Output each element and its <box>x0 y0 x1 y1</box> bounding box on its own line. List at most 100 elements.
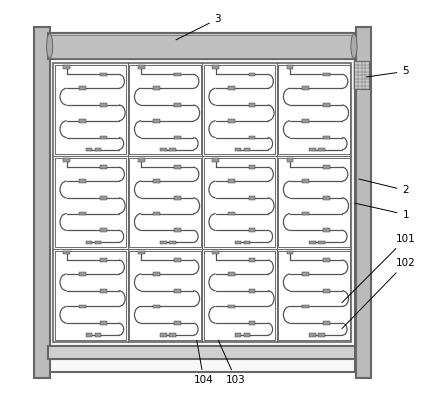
Bar <box>244 241 250 244</box>
Text: 1: 1 <box>355 203 409 220</box>
Bar <box>100 196 107 200</box>
Bar <box>79 179 86 183</box>
Bar <box>302 212 309 215</box>
Bar <box>287 158 293 162</box>
Bar <box>100 136 107 139</box>
Bar <box>318 148 325 151</box>
Bar <box>154 179 160 183</box>
Bar <box>287 65 293 69</box>
Bar <box>244 333 250 337</box>
Bar <box>309 148 316 151</box>
Bar <box>79 305 86 308</box>
Bar <box>249 228 255 232</box>
Bar <box>228 272 234 276</box>
Bar <box>244 148 250 151</box>
Bar <box>95 333 101 337</box>
Bar <box>174 321 181 325</box>
Bar <box>249 258 255 262</box>
Bar <box>63 158 70 162</box>
Bar <box>34 27 50 378</box>
Bar <box>356 27 371 378</box>
Bar <box>249 72 255 76</box>
Bar <box>228 305 234 308</box>
Bar <box>53 63 351 342</box>
Text: 5: 5 <box>366 66 409 77</box>
Bar <box>249 165 255 169</box>
Bar <box>234 241 242 244</box>
Bar <box>287 251 293 254</box>
Text: 2: 2 <box>359 179 409 195</box>
Bar <box>212 158 219 162</box>
Bar <box>100 165 107 169</box>
Text: 101: 101 <box>342 234 416 303</box>
Bar <box>204 251 275 340</box>
Bar <box>323 72 330 76</box>
Bar <box>154 272 160 276</box>
Bar <box>204 65 275 154</box>
Bar <box>174 258 181 262</box>
Bar <box>228 86 234 90</box>
Bar <box>138 65 144 69</box>
Bar <box>174 165 181 169</box>
Bar <box>51 34 353 58</box>
Bar <box>309 333 316 337</box>
Bar <box>234 333 242 337</box>
Bar <box>228 179 234 183</box>
Bar <box>154 119 160 123</box>
Bar <box>138 158 144 162</box>
Bar <box>55 158 126 247</box>
Bar <box>249 136 255 139</box>
Bar <box>174 103 181 107</box>
Bar <box>174 228 181 232</box>
Bar <box>160 333 167 337</box>
Bar <box>154 305 160 308</box>
Bar <box>95 241 101 244</box>
Bar <box>323 289 330 292</box>
Bar <box>212 65 219 69</box>
Bar <box>174 289 181 292</box>
Bar <box>100 321 107 325</box>
Bar <box>204 158 275 247</box>
Bar <box>100 258 107 262</box>
Bar <box>154 212 160 215</box>
Bar <box>169 241 176 244</box>
Bar <box>100 72 107 76</box>
Bar <box>302 272 309 276</box>
Bar <box>79 119 86 123</box>
Bar <box>174 196 181 200</box>
Bar <box>79 86 86 90</box>
Bar <box>79 212 86 215</box>
Text: 103: 103 <box>218 340 246 385</box>
Text: 3: 3 <box>176 14 221 40</box>
Bar <box>278 65 349 154</box>
Bar <box>323 228 330 232</box>
Bar <box>318 333 325 337</box>
Bar <box>302 119 309 123</box>
Ellipse shape <box>47 34 53 58</box>
Bar <box>86 148 92 151</box>
Bar <box>95 148 101 151</box>
Text: 102: 102 <box>342 258 416 328</box>
Bar <box>174 72 181 76</box>
Bar <box>48 33 355 59</box>
Bar <box>129 251 201 340</box>
Bar <box>323 165 330 169</box>
Bar <box>100 103 107 107</box>
Bar <box>323 196 330 200</box>
Bar <box>228 212 234 215</box>
Bar <box>86 241 92 244</box>
Bar <box>323 103 330 107</box>
Bar <box>169 148 176 151</box>
Bar <box>63 65 70 69</box>
Bar <box>302 179 309 183</box>
Bar <box>100 228 107 232</box>
Ellipse shape <box>351 34 357 58</box>
Bar <box>160 148 167 151</box>
Bar <box>100 289 107 292</box>
Bar <box>323 258 330 262</box>
Bar <box>318 241 325 244</box>
Bar <box>302 86 309 90</box>
Bar <box>323 136 330 139</box>
Bar <box>63 251 70 254</box>
Bar <box>129 65 201 154</box>
